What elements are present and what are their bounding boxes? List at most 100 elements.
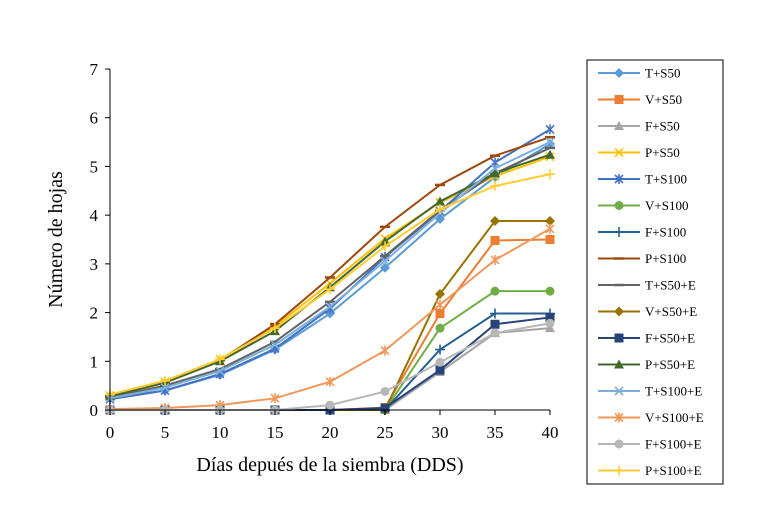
legend-item: F+S100 — [598, 225, 686, 240]
legend-marker — [614, 465, 624, 476]
legend-label: F+S50 — [645, 119, 680, 134]
data-point — [545, 215, 555, 226]
legend-label: F+S50+E — [645, 331, 695, 346]
legend-label: F+S100 — [645, 225, 686, 240]
legend-marker — [614, 359, 624, 369]
y-tick-label: 1 — [90, 352, 99, 371]
legend-item: V+S100 — [598, 198, 688, 213]
data-point — [545, 149, 555, 159]
y-tick-label: 7 — [90, 60, 99, 79]
x-tick-label: 5 — [161, 423, 170, 442]
data-point — [270, 323, 280, 334]
data-point — [325, 302, 335, 312]
x-tick-label: 25 — [377, 423, 394, 442]
data-point — [490, 168, 500, 178]
data-point — [215, 354, 225, 365]
legend-label: P+S50+E — [645, 357, 695, 372]
plot-area — [105, 124, 555, 415]
data-point — [325, 400, 335, 410]
y-tick-label: 6 — [90, 109, 99, 128]
data-point — [270, 340, 280, 350]
series-T+S100+E — [105, 137, 555, 403]
legend-item: V+S50+E — [598, 304, 697, 319]
data-point — [435, 204, 445, 215]
data-point — [160, 383, 170, 393]
legend-label: V+S100 — [645, 198, 688, 213]
legend-marker — [614, 386, 624, 396]
data-point — [435, 289, 445, 300]
series-T+S100 — [105, 124, 555, 405]
data-point — [215, 366, 225, 376]
legend-label: T+S100+E — [645, 384, 702, 399]
legend: T+S50 V+S50 F+S50 P+S50 T+S100 V+S100 F+S100 P+… — [586, 59, 724, 485]
legend-item: F+S50 — [598, 119, 680, 134]
data-point — [270, 393, 280, 404]
legend-item: T+S100+E — [598, 384, 702, 399]
series-F+S100+E — [105, 318, 555, 415]
legend-label: F+S100+E — [645, 437, 702, 452]
data-point — [545, 223, 555, 234]
legend-item: V+S100+E — [598, 410, 704, 425]
legend-label: P+S100 — [645, 251, 686, 266]
series-line — [109, 155, 551, 397]
series-line — [110, 322, 551, 411]
legend-item: F+S100+E — [598, 437, 702, 452]
y-tick-label: 3 — [90, 255, 99, 274]
legend-item: P+S50 — [598, 145, 680, 160]
legend-label: T+S100 — [645, 172, 687, 187]
data-point — [490, 215, 500, 226]
legend-label: V+S50 — [645, 92, 682, 107]
data-point — [435, 196, 445, 206]
legend-marker — [614, 174, 624, 184]
data-point — [160, 375, 170, 386]
legend-item: T+S50 — [598, 66, 681, 81]
data-point — [490, 308, 500, 319]
data-point — [435, 365, 445, 375]
legend-marker — [614, 412, 624, 423]
legend-item: T+S50+E — [598, 278, 696, 293]
data-point — [545, 124, 555, 135]
data-point — [545, 312, 555, 322]
data-point — [545, 169, 555, 180]
data-point — [490, 319, 500, 329]
legend-marker — [614, 439, 624, 449]
data-point — [380, 345, 390, 356]
series-P+S50+E — [105, 149, 555, 401]
legend-label: V+S100+E — [645, 410, 704, 425]
legend-item: T+S100 — [598, 172, 687, 187]
data-point — [325, 303, 335, 314]
series-P+S100+E — [105, 169, 555, 400]
series-line — [110, 312, 550, 411]
data-point — [490, 163, 500, 173]
legend-marker — [614, 95, 624, 104]
x-tick-label: 15 — [267, 423, 284, 442]
legend-item: F+S50+E — [598, 331, 695, 346]
series-line — [109, 128, 551, 401]
data-point — [380, 236, 390, 246]
data-point — [545, 235, 555, 244]
series-line — [110, 327, 551, 411]
series-T+S50+E — [105, 146, 555, 399]
data-point — [490, 180, 500, 191]
legend-label: P+S100+E — [645, 463, 702, 478]
x-tick-label: 0 — [106, 423, 115, 442]
legend-marker — [614, 68, 624, 78]
data-point — [490, 235, 500, 245]
y-tick-label: 4 — [90, 206, 99, 225]
legend-marker — [614, 121, 624, 130]
data-point — [325, 284, 335, 295]
legend-item: P+S100+E — [598, 463, 702, 478]
legend-label: T+S50+E — [645, 278, 696, 293]
data-point — [545, 286, 555, 296]
x-tick-label: 35 — [487, 423, 504, 442]
data-point — [435, 323, 445, 333]
data-point — [435, 344, 445, 355]
data-point — [380, 241, 390, 252]
legend-marker — [614, 201, 624, 210]
data-point — [325, 376, 335, 387]
y-tick-label: 5 — [90, 157, 99, 176]
x-axis-title: Días depués de la siembra (DDS) — [196, 454, 463, 476]
series-F+S100 — [105, 308, 555, 415]
y-axis-title: Número de hojas — [45, 171, 67, 308]
